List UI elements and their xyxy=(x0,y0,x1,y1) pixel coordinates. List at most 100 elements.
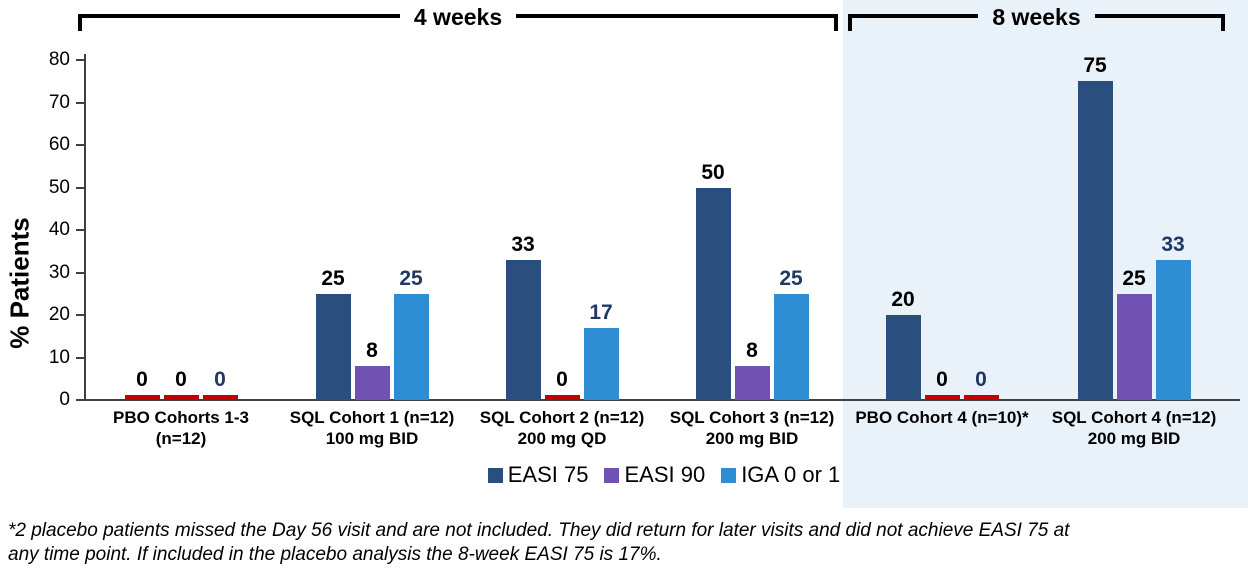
bracket-8-weeks-label: 8 weeks xyxy=(992,4,1081,30)
bar-slot: 20 xyxy=(885,288,921,400)
bar-slot: 8 xyxy=(354,339,390,400)
eight-week-highlight-panel xyxy=(843,0,1248,508)
y-tick-mark xyxy=(76,186,84,189)
bracket-line xyxy=(1094,14,1221,18)
bar-value-label: 75 xyxy=(1083,54,1107,78)
legend-label-iga-0-or-1: IGA 0 or 1 xyxy=(741,462,841,487)
bar-group-1: 0 0 0 xyxy=(124,368,238,400)
bar-iga-0-or-1 xyxy=(963,395,999,400)
y-tick-label: 40 xyxy=(48,219,70,240)
bar-iga-0-or-1 xyxy=(583,327,619,400)
bracket-left-tick xyxy=(848,14,852,31)
bar-value-label: 0 xyxy=(214,368,226,391)
category-label-line2: (n=12) xyxy=(155,429,207,448)
category-label-6: SQL Cohort 4 (n=12) 200 mg BID xyxy=(1034,407,1234,449)
bar-easi-90 xyxy=(924,395,960,400)
bar-slot: 25 xyxy=(315,267,351,400)
y-tick-label: 0 xyxy=(59,389,70,410)
bar-value-label: 25 xyxy=(399,266,423,290)
y-tick-mark xyxy=(76,356,84,359)
bar-slot: 75 xyxy=(1077,54,1113,400)
bar-value-label: 33 xyxy=(511,232,535,256)
bar-group-5: 20 0 0 xyxy=(885,288,999,400)
bar-value-label: 50 xyxy=(701,160,725,184)
bar-iga-0-or-1 xyxy=(773,293,809,400)
category-label-line1: PBO Cohorts 1-3 xyxy=(112,408,250,427)
y-tick-mark xyxy=(76,314,84,316)
y-tick-label: 20 xyxy=(48,304,70,325)
bar-value-label: 8 xyxy=(746,339,758,362)
bar-easi-75 xyxy=(124,395,160,400)
y-tick-label: 80 xyxy=(48,49,70,70)
bar-slot: 0 xyxy=(124,368,160,400)
bracket-line xyxy=(516,14,834,18)
bar-value-label: 0 xyxy=(936,368,948,391)
bar-iga-0-or-1 xyxy=(393,293,429,400)
bar-slot: 0 xyxy=(163,368,199,400)
legend-item-easi-90: EASI 90 xyxy=(604,462,705,488)
legend-item-easi-75: EASI 75 xyxy=(487,462,589,488)
bar-value-label: 33 xyxy=(1161,232,1185,256)
bar-easi-90 xyxy=(734,366,770,400)
bar-group-2: 25 8 25 xyxy=(315,267,429,400)
category-label-4: SQL Cohort 3 (n=12) 200 mg BID xyxy=(652,407,852,449)
bar-value-label: 0 xyxy=(136,368,148,391)
x-axis-line xyxy=(84,399,1240,401)
bracket-8-weeks: 8 weeks xyxy=(848,6,1225,31)
bar-slot: 8 xyxy=(734,339,770,400)
bar-group-3: 33 0 17 xyxy=(505,233,619,400)
bracket-4-weeks: 4 weeks xyxy=(78,6,838,31)
category-label-line2: 100 mg BID xyxy=(325,429,419,448)
bracket-left-tick xyxy=(78,14,82,31)
y-axis-line xyxy=(84,54,86,401)
y-tick-mark xyxy=(76,59,84,61)
category-label-line1: SQL Cohort 2 (n=12) xyxy=(479,408,645,427)
category-label-line2: 200 mg BID xyxy=(705,429,799,448)
y-tick-mark xyxy=(76,101,84,104)
bar-value-label: 0 xyxy=(175,368,187,391)
bar-easi-90 xyxy=(354,366,390,400)
y-tick-mark xyxy=(76,271,84,274)
category-label-line1: SQL Cohort 3 (n=12) xyxy=(669,408,835,427)
legend-swatch-iga-0-or-1-icon xyxy=(721,467,737,483)
category-label-5: PBO Cohort 4 (n=10)* xyxy=(842,407,1042,428)
y-tick-label: 50 xyxy=(48,176,70,198)
bar-value-label: 8 xyxy=(366,339,378,362)
bracket-line xyxy=(852,14,979,18)
y-tick-label: 70 xyxy=(48,91,70,113)
y-tick-mark xyxy=(76,229,84,231)
bar-slot: 33 xyxy=(505,233,541,400)
bar-easi-75 xyxy=(885,315,921,400)
bar-slot: 0 xyxy=(544,368,580,400)
legend: EASI 75 EASI 90 IGA 0 or 1 xyxy=(80,462,1248,488)
legend-label-easi-75: EASI 75 xyxy=(507,462,589,487)
category-label-line2: 200 mg BID xyxy=(1087,429,1181,448)
bar-easi-75 xyxy=(505,259,541,400)
bar-slot: 50 xyxy=(695,161,731,400)
legend-label-easi-90: EASI 90 xyxy=(624,462,706,487)
bar-easi-90 xyxy=(163,395,199,400)
bar-value-label: 25 xyxy=(779,266,803,290)
y-tick-mark xyxy=(76,144,84,146)
bar-slot: 17 xyxy=(583,301,619,400)
category-label-line1: SQL Cohort 1 (n=12) xyxy=(289,408,455,427)
bar-easi-90 xyxy=(544,395,580,400)
bar-value-label: 25 xyxy=(1122,266,1146,290)
bracket-line xyxy=(82,14,400,18)
category-label-line1: PBO Cohort 4 (n=10)* xyxy=(855,408,1029,427)
category-label-3: SQL Cohort 2 (n=12) 200 mg QD xyxy=(462,407,662,449)
y-tick-label: 30 xyxy=(48,261,70,283)
bar-slot: 25 xyxy=(773,267,809,400)
bar-slot: 25 xyxy=(1116,267,1152,400)
bar-group-6: 75 25 33 xyxy=(1077,54,1191,400)
bar-slot: 25 xyxy=(393,267,429,400)
bar-value-label: 0 xyxy=(556,368,568,391)
y-tick-label: 60 xyxy=(48,134,70,155)
footnote: *2 placebo patients missed the Day 56 vi… xyxy=(8,520,1070,565)
y-tick-label: 10 xyxy=(48,346,70,368)
bar-easi-90 xyxy=(1116,293,1152,400)
legend-swatch-easi-90-icon xyxy=(604,467,620,483)
bar-slot: 0 xyxy=(963,368,999,400)
bar-iga-0-or-1 xyxy=(202,395,238,400)
legend-swatch-easi-75-icon xyxy=(487,467,503,483)
